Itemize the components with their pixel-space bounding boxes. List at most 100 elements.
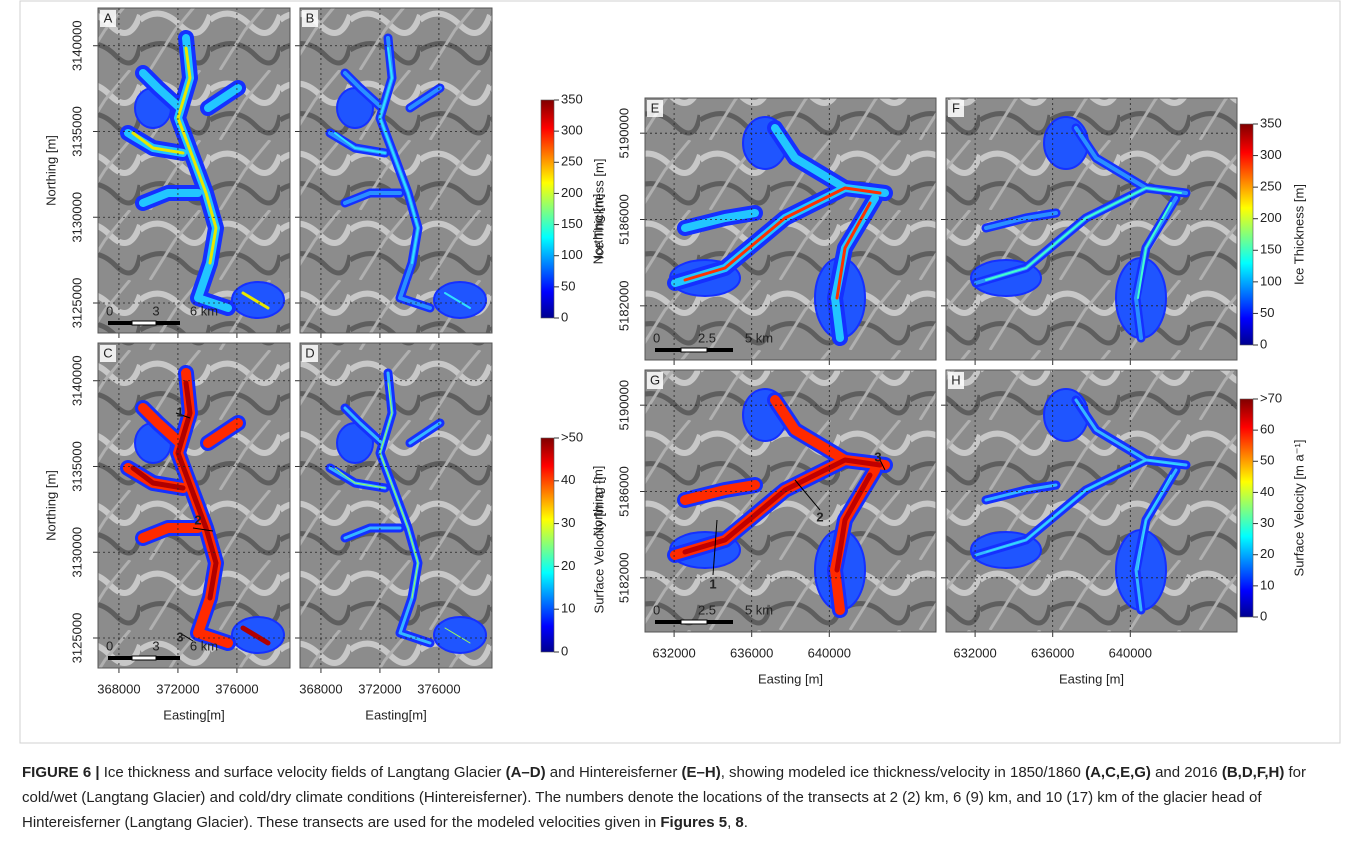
colorbar-label: Ice Thickness [m]	[1291, 184, 1306, 285]
panel-label-box	[647, 372, 663, 389]
colorbar	[540, 437, 555, 653]
scale-bar-seg	[156, 321, 180, 325]
x-tick-label: 368000	[97, 681, 140, 696]
panel-frame	[97, 7, 291, 334]
scale-bar-label: 3	[152, 638, 159, 653]
colorbar-tick-label: 50	[1260, 305, 1274, 320]
x-tick-label: 376000	[215, 681, 258, 696]
colorbar-tick-label: 350	[1260, 115, 1282, 130]
caption-bold: (B,D,F,H)	[1221, 764, 1285, 781]
colorbar-tick-label: 30	[1260, 515, 1274, 530]
panel-label: B	[306, 10, 315, 25]
x-axis-label: Easting [m]	[1059, 671, 1124, 686]
colorbar	[1239, 398, 1254, 618]
colorbar-tick-label: 150	[1260, 242, 1282, 257]
transect-label: 1	[176, 404, 183, 419]
transect-line	[794, 479, 821, 511]
map-panel: 3125000 3130000 3135000 3140000 A Northing [m…	[43, 7, 291, 338]
colorbar-tick-label: >50	[561, 429, 583, 444]
y-tick-label: 3130000	[69, 527, 84, 578]
panel-label: F	[952, 100, 960, 115]
panel-label-box	[948, 100, 964, 117]
figure-frame	[19, 0, 1341, 744]
map-panel: F	[941, 97, 1238, 365]
x-tick-label: 372000	[156, 681, 199, 696]
panel-label-box	[302, 345, 318, 362]
map-panel: 368000 372000 376000 3125000 3130000 3135000 3…	[43, 342, 291, 722]
transect-label: 2	[816, 509, 823, 524]
scale-bar-label: 0	[653, 330, 660, 345]
colorbar-tick-label: 10	[561, 601, 575, 616]
panel-label: E	[651, 100, 660, 115]
y-tick-label: 3130000	[69, 192, 84, 243]
colorbar	[1239, 123, 1254, 346]
y-tick-label: 3125000	[69, 278, 84, 329]
caption-text: for cold/wet (Langtang Glacier) and cold…	[22, 764, 1307, 831]
scale-bar-label: 0	[653, 602, 660, 617]
caption: FIGURE 6 | Ice thickness and surface vel…	[22, 760, 1342, 835]
scale-bar-seg	[655, 620, 681, 624]
transect-line	[175, 412, 191, 419]
panel-label-box	[647, 100, 663, 117]
transect-label: 3	[176, 629, 183, 644]
scale-bar-seg	[680, 347, 708, 353]
scale-bar-label: 0	[106, 303, 113, 318]
transect-line	[879, 459, 886, 471]
panel-label: G	[650, 372, 660, 387]
scale-bar-label: 0	[106, 638, 113, 653]
y-tick-label: 5182000	[616, 281, 631, 332]
panel-label: A	[104, 10, 113, 25]
x-tick-label: 636000	[730, 645, 773, 660]
x-tick-label: 640000	[1109, 645, 1152, 660]
transect-label: 2	[194, 512, 201, 527]
x-tick-label: 640000	[808, 645, 851, 660]
colorbar-tick-label: 250	[1260, 179, 1282, 194]
caption-bold: (E–H)	[681, 764, 721, 781]
y-tick-label: 5190000	[616, 380, 631, 431]
y-axis-label: Northing [m]	[590, 466, 605, 537]
colorbar-label: Surface Velocity [m a⁻¹]	[1291, 440, 1306, 577]
colorbar-tick-label: 0	[1260, 336, 1267, 351]
colorbar	[540, 99, 555, 319]
y-tick-label: 3135000	[69, 441, 84, 492]
caption-bold: Figures 5	[660, 814, 728, 831]
colorbar-tick-label: 300	[561, 123, 583, 138]
colorbar-tick-label: 10	[1260, 577, 1274, 592]
x-tick-label: 376000	[417, 681, 460, 696]
y-tick-label: 5186000	[616, 194, 631, 245]
panel-frame	[644, 369, 937, 633]
scale-bar-label: 3	[152, 303, 159, 318]
scale-bar-seg	[655, 348, 681, 352]
colorbar-label: Surface Velocity [m a⁻¹]	[591, 477, 606, 614]
colorbar-tick-label: 100	[561, 247, 583, 262]
colorbar-tick-label: 0	[561, 309, 568, 324]
caption-text: .	[743, 814, 748, 831]
panel-label: D	[305, 345, 314, 360]
scale-bar-seg	[707, 348, 733, 352]
scale-bar-label: 5 km	[745, 330, 773, 345]
map-panel: 368000 372000 376000 D Easting[m]	[295, 342, 493, 722]
colorbar-tick-label: 60	[1260, 422, 1274, 437]
y-tick-label: 5190000	[616, 108, 631, 159]
x-tick-label: 632000	[953, 645, 996, 660]
panel-label-box	[948, 372, 964, 389]
panel-frame	[945, 369, 1238, 633]
scale-bar-seg	[680, 619, 708, 625]
y-tick-label: 3125000	[69, 613, 84, 664]
scale-bar-label: 6 km	[190, 303, 218, 318]
scale-bar-label: 2.5	[698, 330, 716, 345]
caption-bold: (A,C,E,G)	[1085, 764, 1151, 781]
y-tick-label: 3140000	[69, 20, 84, 71]
map-panel: 632000 636000 640000 5182000 5186000 5190000 G…	[590, 369, 937, 686]
map-panel: 5182000 5186000 5190000 E Northing [m] 0 2.5 5 …	[590, 97, 937, 365]
x-axis-label: Easting[m]	[365, 707, 426, 722]
caption-bold: FIGURE 6 |	[22, 764, 100, 781]
caption-bold: (A–D)	[505, 764, 546, 781]
scale-bar-seg	[131, 655, 157, 661]
colorbar-tick-label: 20	[561, 558, 575, 573]
caption-text: Ice thickness and surface velocity field…	[99, 764, 506, 781]
colorbar-tick-label: 50	[561, 278, 575, 293]
caption-text: and Hintereisferner	[545, 764, 682, 781]
